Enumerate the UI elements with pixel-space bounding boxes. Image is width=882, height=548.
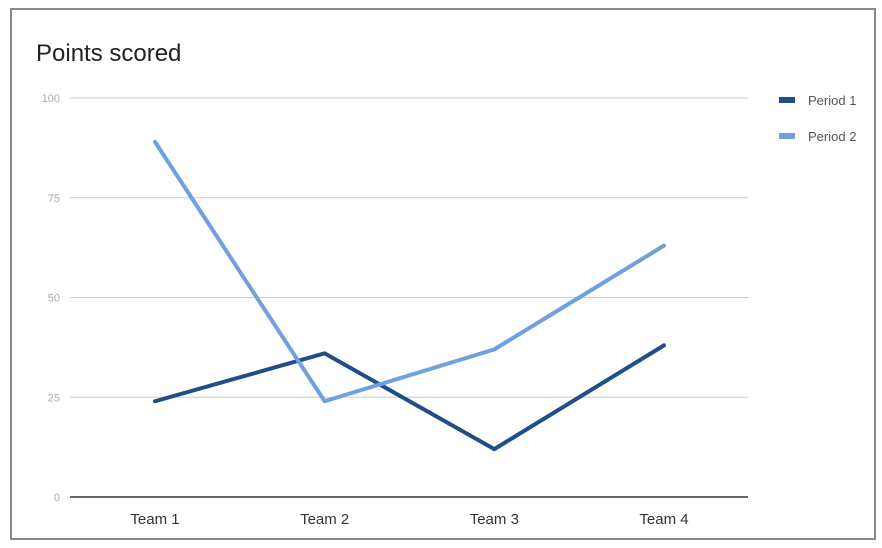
- x-axis-ticks: Team 1 Team 2 Team 3 Team 4: [130, 511, 688, 528]
- y-tick-label: 0: [54, 492, 60, 504]
- y-axis-ticks: 0 25 50 75 100: [42, 93, 60, 504]
- gridlines: [70, 97, 748, 498]
- y-tick-label: 50: [48, 293, 60, 305]
- chart-frame: [10, 8, 876, 540]
- legend-swatch: [779, 97, 795, 103]
- y-tick-label: 25: [48, 392, 60, 404]
- legend-label: Period 2: [808, 129, 856, 144]
- chart-title: Points scored: [36, 40, 182, 67]
- x-tick-label: Team 4: [639, 511, 688, 528]
- legend-label: Period 1: [808, 93, 856, 108]
- y-tick-label: 100: [42, 93, 60, 105]
- legend: Period 1 Period 2: [779, 93, 856, 144]
- series-line-2: [153, 139, 666, 404]
- x-tick-label: Team 2: [300, 511, 349, 528]
- legend-swatch: [779, 133, 795, 139]
- series-lines: [153, 139, 666, 452]
- series-line-1: [153, 343, 666, 452]
- x-tick-label: Team 3: [470, 511, 519, 528]
- y-tick-label: 75: [48, 193, 60, 205]
- x-tick-label: Team 1: [130, 511, 179, 528]
